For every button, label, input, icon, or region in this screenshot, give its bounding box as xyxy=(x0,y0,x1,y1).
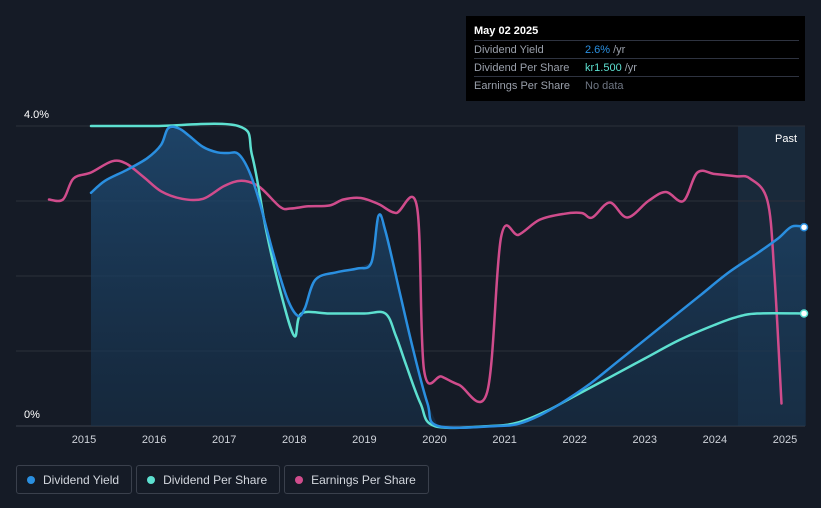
series-endpoints xyxy=(799,223,809,318)
y-tick-label: 0% xyxy=(24,409,40,421)
tooltip-label: Earnings Per Share xyxy=(474,80,570,92)
tooltip-value-text: No data xyxy=(585,80,624,92)
x-tick-label: 2025 xyxy=(773,434,797,446)
tooltip-row-dividend-yield: Dividend Yield 2.6%/yr xyxy=(474,40,799,59)
tooltip-row-dividend-per-share: Dividend Per Share kr1.500/yr xyxy=(474,58,799,77)
legend-dividend-yield[interactable]: Dividend Yield xyxy=(16,465,133,494)
dividend-yield-fill xyxy=(91,128,806,427)
legend-dot-icon xyxy=(27,475,35,484)
x-tick-label: 2017 xyxy=(212,434,236,446)
chart-legend: Dividend Yield Dividend Per Share Earnin… xyxy=(16,465,429,494)
x-tick-label: 2024 xyxy=(703,434,727,446)
legend-label: Earnings Per Share xyxy=(311,472,416,487)
tooltip-date: May 02 2025 xyxy=(474,25,539,37)
tooltip-panel: May 02 2025 Dividend Yield 2.6%/yr Divid… xyxy=(466,16,805,101)
tooltip-label: Dividend Yield xyxy=(474,44,544,56)
x-tick-label: 2021 xyxy=(492,434,516,446)
tooltip-value-text: kr1.500 xyxy=(585,62,622,74)
tooltip-value: 2.6%/yr xyxy=(585,44,625,56)
legend-earnings-per-share[interactable]: Earnings Per Share xyxy=(284,465,429,494)
series-end-marker xyxy=(799,309,809,318)
dividend-yield-area xyxy=(91,128,806,427)
x-tick-label: 2022 xyxy=(562,434,586,446)
earnings-per-share-line xyxy=(47,159,783,405)
series-end-marker xyxy=(799,223,809,232)
x-tick-label: 2020 xyxy=(422,434,446,446)
legend-dividend-per-share[interactable]: Dividend Per Share xyxy=(136,465,281,494)
past-label: Past xyxy=(775,133,797,145)
x-tick-label: 2015 xyxy=(72,434,96,446)
legend-dot-icon xyxy=(295,475,304,484)
dividend-yield-line xyxy=(89,125,808,430)
x-tick-label: 2023 xyxy=(633,434,657,446)
tooltip-value: kr1.500/yr xyxy=(585,62,637,74)
x-axis-ticks: 2015 2016 2017 2018 2019 2020 2021 2022 2023 2024… xyxy=(72,434,797,446)
tooltip-row-earnings-per-share: Earnings Per Share No data xyxy=(474,76,799,95)
y-axis-ticks: 0% 4.0% xyxy=(24,109,49,421)
legend-label: Dividend Yield xyxy=(43,472,120,487)
legend-label: Dividend Per Share xyxy=(163,472,268,487)
legend-dot-icon xyxy=(147,475,156,484)
tooltip-unit: /yr xyxy=(624,62,637,74)
x-tick-label: 2019 xyxy=(352,434,376,446)
series-lines xyxy=(47,122,808,430)
y-tick-label: 4.0% xyxy=(24,109,49,121)
tooltip-label: Dividend Per Share xyxy=(474,62,570,74)
tooltip-value: No data xyxy=(585,80,624,92)
tooltip-value-text: 2.6% xyxy=(585,44,611,56)
tooltip-unit: /yr xyxy=(613,44,626,56)
x-tick-label: 2016 xyxy=(142,434,166,446)
x-tick-label: 2018 xyxy=(282,434,306,446)
